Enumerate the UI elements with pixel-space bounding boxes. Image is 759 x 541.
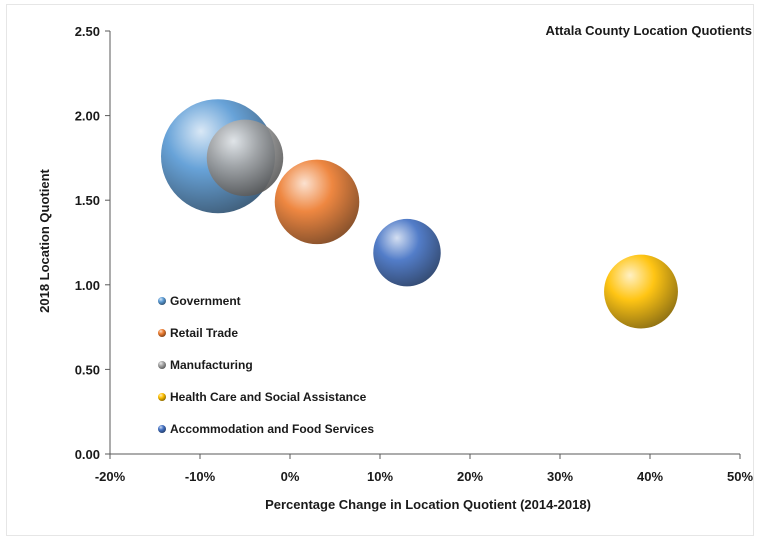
y-tick-label: 0.50 xyxy=(75,362,100,377)
x-tick-label: -20% xyxy=(95,469,126,484)
x-tick-label: -10% xyxy=(185,469,216,484)
x-tick-label: 0% xyxy=(281,469,300,484)
legend-marker xyxy=(158,425,166,433)
legend-marker xyxy=(158,297,166,305)
x-tick-label: 20% xyxy=(457,469,483,484)
x-tick-label: 40% xyxy=(637,469,663,484)
legend-label: Retail Trade xyxy=(170,326,238,340)
x-tick-label: 10% xyxy=(367,469,393,484)
legend-marker xyxy=(158,329,166,337)
legend: Government Retail Trade Manufacturing Healt… xyxy=(158,294,374,436)
y-tick-label: 0.00 xyxy=(75,447,100,462)
bubbles xyxy=(161,99,678,329)
y-tick-label: 2.00 xyxy=(75,109,100,124)
y-axis-label: 2018 Location Quotient xyxy=(37,168,52,312)
legend-marker xyxy=(158,393,166,401)
bubble-retail-trade xyxy=(274,159,360,245)
legend-label: Government xyxy=(170,294,241,308)
axes: -20% -10% 0% 10% 20% 30% 40% 50% 0.00 0.50 1.00 1.5… xyxy=(75,24,754,484)
y-tick-label: 1.50 xyxy=(75,193,100,208)
legend-marker xyxy=(158,361,166,369)
legend-label: Accommodation and Food Services xyxy=(170,422,374,436)
x-axis-label: Percentage Change in Location Quotient (… xyxy=(265,497,591,512)
bubble-health-care-and-social-assistance xyxy=(604,254,678,329)
x-tick-label: 50% xyxy=(727,469,753,484)
chart-title: Attala County Location Quotients xyxy=(545,23,752,38)
legend-label: Health Care and Social Assistance xyxy=(170,390,367,404)
y-tick-label: 1.00 xyxy=(75,278,100,293)
chart-border xyxy=(6,4,754,536)
y-tick-label: 2.50 xyxy=(75,24,100,39)
x-tick-label: 30% xyxy=(547,469,573,484)
legend-label: Manufacturing xyxy=(170,358,253,372)
bubble-accommodation-and-food-services xyxy=(373,218,441,287)
bubble-manufacturing xyxy=(206,119,284,197)
